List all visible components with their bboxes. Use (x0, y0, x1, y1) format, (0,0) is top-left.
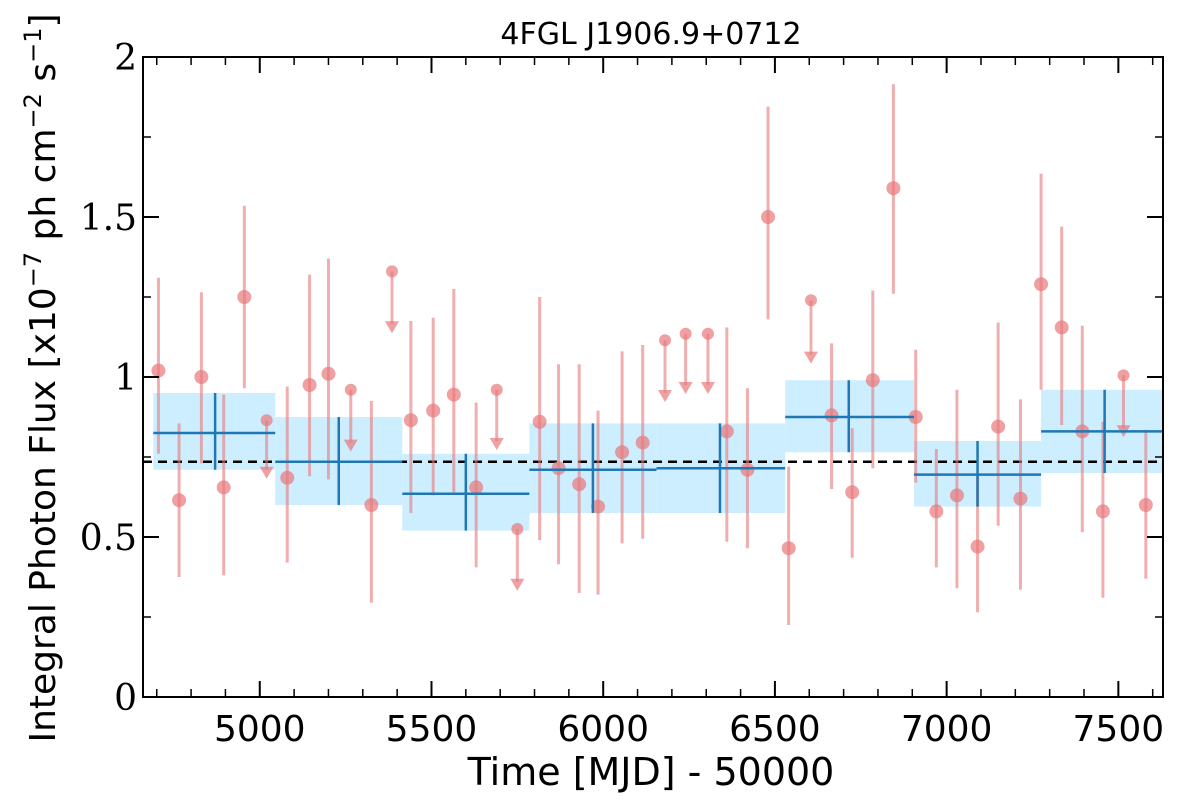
data-point-29 (929, 504, 944, 519)
data-point-26 (865, 373, 880, 388)
data-point-32 (991, 419, 1006, 434)
data-point-11 (426, 403, 441, 418)
data-point-16 (572, 477, 587, 492)
data-point-25 (845, 485, 860, 500)
upper-limit-arrow-1 (259, 466, 274, 479)
upper-limit-marker-3 (385, 265, 398, 278)
data-point-37 (1095, 504, 1110, 519)
data-point-19 (635, 435, 650, 450)
upper-limit-arrow-8 (700, 382, 715, 394)
data-point-8 (321, 366, 336, 381)
data-point-10 (403, 413, 418, 428)
data-point-9 (364, 498, 379, 512)
x-tick-label-5: 7000 (901, 709, 993, 750)
data-point-12 (446, 387, 461, 402)
data-point-5 (237, 290, 252, 304)
upper-limit-arrow-9 (803, 351, 818, 364)
data-point-13 (469, 480, 484, 495)
y-tick-label-5: 2 (114, 38, 137, 79)
upper-limit-arrow-3 (384, 321, 399, 334)
data-point-38 (1138, 498, 1153, 512)
data-point-7 (302, 378, 317, 392)
y-tick-label-3: 1 (114, 358, 137, 399)
upper-limit-marker-2 (344, 383, 357, 396)
data-point-6 (280, 470, 295, 485)
plot-frame (142, 56, 1164, 698)
data-point-2 (172, 493, 187, 508)
x-tick-label-1: 5000 (214, 709, 306, 750)
data-point-35 (1054, 320, 1069, 335)
binned-flux-markers (153, 380, 1163, 531)
upper-limit-marker-6 (659, 334, 672, 347)
x-axis-ticks: 5000 5500 6000 6500 7000 7500 (155, 57, 1165, 750)
upper-limit-arrow-5 (510, 578, 525, 591)
y-tick-label-2: 0.5 (80, 518, 137, 559)
data-point-24 (824, 408, 839, 423)
data-point-14 (532, 414, 547, 429)
data-point-18 (615, 445, 630, 460)
x-tick-label-6: 7500 (1073, 709, 1165, 750)
upper-limit-marker-1 (260, 414, 273, 427)
upper-limit-marker-7 (679, 327, 692, 340)
data-point-1 (151, 363, 166, 378)
upper-limit-arrow-7 (678, 382, 693, 394)
data-point-27 (886, 181, 901, 196)
data-point-30 (949, 488, 964, 503)
upper-limit-arrow-6 (658, 390, 673, 402)
y-tick-label-1: 0 (114, 678, 137, 719)
data-point-4 (216, 480, 231, 495)
y-axis-label: Integral Photon Flux [x10−7 ph cm−2 s−1] (19, 13, 64, 742)
upper-limit-marker-4 (490, 383, 503, 396)
data-points (151, 84, 1153, 625)
data-point-22 (761, 210, 776, 224)
upper-limit-marker-5 (511, 523, 524, 535)
upper-limit-marker-9 (804, 294, 817, 307)
x-axis-label: Time [MJD] - 50000 (467, 750, 835, 794)
upper-limit-arrow-4 (489, 438, 504, 450)
data-point-17 (591, 499, 606, 514)
upper-limit-marker-8 (701, 327, 714, 340)
upper-limit-arrow-2 (343, 439, 358, 452)
data-point-3 (194, 370, 209, 384)
x-tick-label-2: 5500 (386, 709, 478, 750)
bin-error-bands (153, 380, 1163, 531)
data-point-34 (1034, 277, 1049, 292)
data-point-31 (970, 539, 985, 554)
data-point-21 (740, 462, 755, 477)
y-axis-ticks: 0 0.5 1 1.5 2 (80, 38, 1163, 719)
data-point-28 (908, 410, 923, 424)
chart-title: 4FGL J1906.9+0712 (500, 17, 801, 52)
data-point-20 (719, 424, 734, 439)
data-point-23 (781, 541, 796, 556)
y-tick-label-4: 1.5 (80, 198, 137, 239)
upper-limit-marker-10 (1117, 369, 1130, 382)
data-point-15 (551, 461, 566, 476)
axes-frame (142, 56, 1164, 698)
x-tick-label-3: 6000 (557, 709, 649, 750)
data-point-33 (1013, 491, 1028, 506)
x-tick-label-4: 6500 (729, 709, 821, 750)
